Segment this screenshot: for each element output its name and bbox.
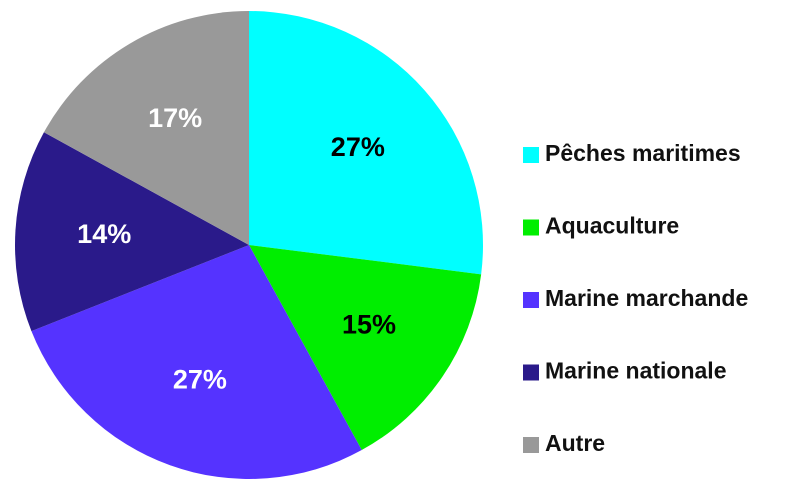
legend-swatch [523,219,539,236]
legend-swatch [523,147,539,163]
legend-label: Aquaculture [545,213,679,239]
slice-label: 27% [173,365,227,395]
slice-label: 17% [148,103,202,133]
pie-slice [249,245,482,451]
legend-label: Pêches maritimes [545,140,741,166]
pie-slice [15,132,249,332]
legend-swatch [523,437,539,453]
pie-slice [43,11,249,245]
legend-swatch [523,364,539,381]
pie-slice [249,11,484,275]
legend-label: Marine marchande [545,285,748,311]
slice-label: 27% [331,132,385,162]
slice-label: 14% [77,219,131,249]
slice-label: 15% [342,310,396,340]
pie-slice [31,245,362,479]
legend-swatch [523,292,539,308]
legend-label: Autre [545,430,605,456]
legend-label: Marine nationale [545,358,726,384]
